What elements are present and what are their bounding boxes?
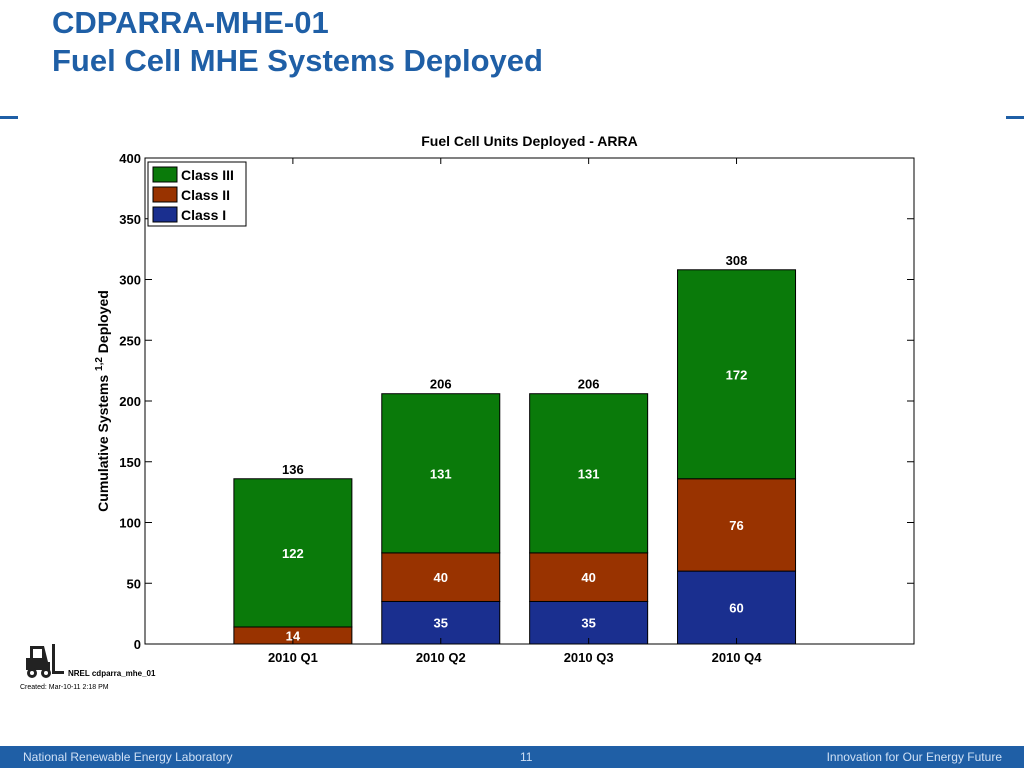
bar-segment: [529, 393, 649, 554]
y-tick-label: 300: [119, 273, 141, 288]
y-tick-label: 100: [119, 516, 141, 531]
x-tick-label: 2010 Q2: [416, 650, 466, 665]
stacked-bar-chart: Fuel Cell Units Deployed - ARRA 0 50 100 150…: [94, 133, 915, 665]
bar-segment: [677, 478, 797, 572]
chart-title: Fuel Cell Units Deployed - ARRA: [421, 133, 638, 149]
legend-label: Class II: [181, 187, 230, 203]
y-tick-label: 0: [134, 637, 141, 652]
created-timestamp: Created: Mar-10-11 2:18 PM: [20, 684, 109, 691]
bar-segment: [677, 570, 797, 645]
bar-total-label: 136: [282, 462, 304, 477]
x-tick-label: 2010 Q1: [268, 650, 318, 665]
x-tick-label: 2010 Q4: [712, 650, 763, 665]
x-tick-label: 2010 Q3: [564, 650, 614, 665]
legend-label: Class I: [181, 207, 226, 223]
bar-segment-label: 40: [581, 570, 595, 585]
bar-segment-label: 76: [729, 518, 743, 533]
bar-total-label: 206: [430, 377, 452, 392]
bar-segment-label: 35: [434, 616, 448, 631]
y-tick-label: 200: [119, 394, 141, 409]
title-rule-right: [1006, 116, 1024, 119]
legend-swatch: [152, 186, 178, 203]
legend-swatch: [152, 166, 178, 183]
slide-title-line2: Fuel Cell MHE Systems Deployed: [52, 43, 543, 78]
forklift-icon: [20, 640, 64, 685]
y-tick-label: 250: [119, 333, 141, 348]
bar-segment-label: 40: [434, 570, 448, 585]
bar-segment-label: 131: [578, 466, 600, 481]
bar-segment-label: 14: [286, 628, 301, 643]
title-rule-left: [0, 116, 18, 119]
bar-total-label: 206: [578, 377, 600, 392]
bar-total-label: 308: [726, 253, 748, 268]
bar-segment: [233, 478, 353, 628]
legend-label: Class III: [181, 167, 234, 183]
bar-segment-label: 131: [430, 466, 452, 481]
y-tick-label: 50: [127, 576, 141, 591]
footer-tagline: Innovation for Our Energy Future: [826, 750, 1002, 764]
legend-swatch: [152, 206, 178, 223]
footer-bar: National Renewable Energy Laboratory 11 …: [0, 746, 1024, 768]
bar-segment: [677, 269, 797, 480]
y-axis-label: Cumulative Systems 1,2 Deployed: [94, 290, 111, 512]
bar-segment-label: 60: [729, 601, 743, 616]
chart-id-label: NREL cdparra_mhe_01: [68, 669, 156, 678]
bar-segment-label: 35: [581, 616, 595, 631]
bar-segment-label: 172: [726, 367, 748, 382]
bar-segment: [381, 393, 501, 554]
bar-segment-label: 122: [282, 546, 304, 561]
slide-title: CDPARRA-MHE-01 Fuel Cell MHE Systems Dep…: [52, 4, 543, 80]
footer-organization: National Renewable Energy Laboratory: [23, 750, 233, 764]
page-number: 11: [520, 750, 533, 764]
y-tick-label: 150: [119, 455, 141, 470]
bar-segment: [381, 552, 501, 602]
y-tick-label: 400: [119, 151, 141, 166]
slide-title-line1: CDPARRA-MHE-01: [52, 5, 329, 40]
y-tick-label: 350: [119, 212, 141, 227]
